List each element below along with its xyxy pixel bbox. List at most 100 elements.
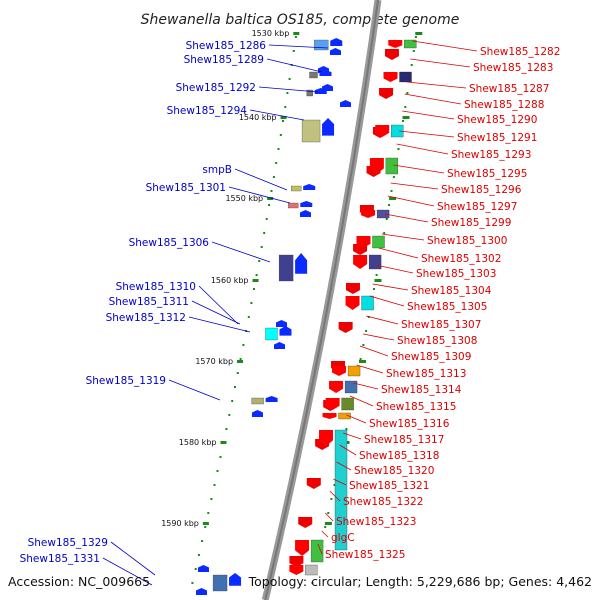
right-gene-label: Shew185_1305: [407, 301, 487, 313]
left-gene-label: Shew185_1286: [186, 40, 267, 52]
gene-box: [305, 564, 318, 576]
right-gene-label: Shew185_1309: [391, 351, 471, 363]
right-gene-label: Shew185_1290: [457, 114, 537, 126]
gene-arrow: [361, 210, 376, 218]
track-dot: [392, 176, 395, 178]
right-gene-label: Shew185_1283: [473, 62, 553, 74]
right-connector: [317, 543, 323, 555]
gene-arrow: [330, 48, 341, 55]
right-connector: [333, 478, 347, 486]
track-dot: [255, 274, 258, 276]
right-gene-label: Shew185_1314: [381, 384, 462, 396]
track-dot: [412, 50, 415, 52]
track-dot: [250, 302, 253, 304]
right-connector: [404, 93, 462, 105]
gene-box: [404, 39, 417, 49]
gene-arrow: [265, 396, 278, 402]
right-connector: [375, 264, 414, 274]
right-connector: [399, 130, 455, 138]
track-dot: [231, 400, 234, 402]
gene-arrow: [388, 40, 403, 48]
right-connector: [359, 345, 389, 357]
left-connector: [168, 379, 221, 401]
track-dot: [404, 106, 407, 108]
left-connector: [234, 168, 288, 191]
track-dot: [236, 372, 239, 374]
right-gene-label: Shew185_1304: [411, 285, 492, 297]
track-dot: [324, 526, 327, 528]
tick-mark: [280, 116, 287, 119]
gene-arrow: [303, 184, 316, 190]
gene-layer: [196, 38, 417, 595]
right-gene-label: Shew185_1295: [447, 168, 527, 180]
left-connector: [258, 86, 319, 93]
tick-mark: [402, 116, 410, 119]
gene-box: [278, 254, 294, 282]
gene-box: [372, 235, 385, 249]
gene-arrow: [345, 296, 360, 310]
left-gene-label: Shew185_1310: [116, 281, 196, 293]
gene-box: [385, 157, 399, 175]
right-connector: [387, 195, 435, 207]
gene-arrow: [274, 342, 285, 349]
gene-arrow: [229, 573, 242, 586]
gene-box: [334, 429, 348, 551]
right-gene-label: Shew185_1308: [397, 335, 477, 347]
right-gene-label: Shew185_1316: [369, 418, 450, 430]
right-gene-label: glgC: [331, 532, 355, 544]
gene-arrow: [295, 540, 310, 556]
track-dot: [327, 512, 330, 514]
tick-mark: [293, 32, 300, 35]
track-dot: [294, 36, 297, 38]
right-connector: [393, 164, 445, 174]
right-gene-label: Shew185_1313: [386, 368, 466, 380]
track-dot: [234, 386, 236, 388]
gene-box: [344, 380, 358, 394]
connector-layer: [102, 40, 478, 586]
track-dot: [247, 316, 250, 318]
track-dot: [265, 218, 268, 220]
right-gene-label: Shew185_1293: [451, 149, 531, 161]
tick-mark: [415, 32, 423, 35]
gene-arrow: [322, 413, 337, 419]
track-dot: [279, 134, 282, 136]
track-dot: [288, 78, 291, 80]
track-dot: [263, 232, 266, 234]
tick-mark: [267, 197, 274, 200]
tick-mark: [252, 279, 259, 282]
gene-arrow: [353, 255, 368, 269]
track-dot: [260, 246, 263, 248]
right-connector: [369, 295, 405, 307]
gene-arrow: [295, 253, 308, 274]
track-dot: [292, 50, 295, 52]
right-connector: [366, 315, 399, 325]
left-connector: [102, 557, 153, 586]
track-dot: [216, 470, 219, 472]
gene-arrow: [289, 565, 304, 575]
right-connector: [349, 395, 374, 407]
track-dot: [373, 288, 375, 290]
gene-arrow: [375, 125, 390, 137]
track-dot: [225, 428, 228, 430]
gene-box: [314, 39, 329, 51]
left-connector: [188, 316, 251, 333]
right-gene-label: Shew185_1291: [457, 132, 537, 144]
track-dot: [201, 540, 204, 542]
gene-box: [338, 412, 351, 420]
left-gene-label: Shew185_1292: [176, 82, 256, 94]
tick-label: 1590 kbp: [161, 519, 199, 528]
track-dot: [272, 176, 275, 178]
left-gene-label: Shew185_1301: [146, 182, 226, 194]
gene-arrow: [279, 326, 292, 336]
right-connector: [321, 530, 329, 538]
gene-arrow: [306, 478, 321, 489]
right-gene-label: Shew185_1317: [364, 434, 444, 446]
right-gene-label: Shew185_1323: [336, 516, 416, 528]
track-dot: [345, 428, 348, 430]
right-connector: [342, 432, 362, 440]
left-gene-label: Shew185_1312: [106, 312, 186, 324]
gene-box: [376, 209, 390, 219]
gene-arrow: [196, 588, 207, 595]
gene-arrow: [345, 283, 360, 294]
gene-box: [341, 397, 354, 411]
